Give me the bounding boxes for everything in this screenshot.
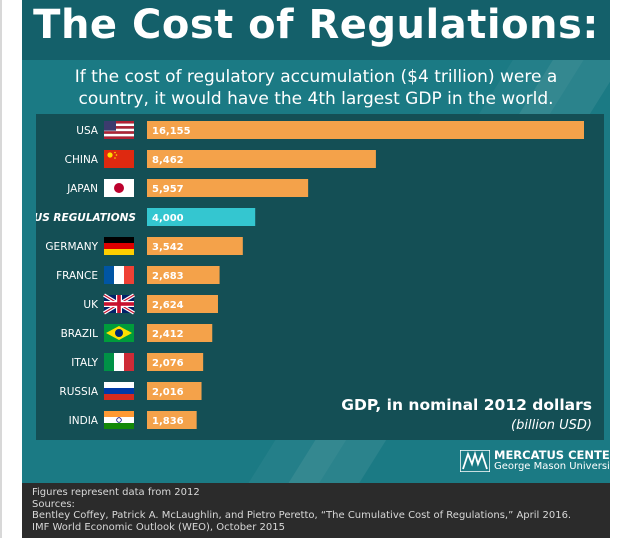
footer-note: Figures represent data from 2012 (32, 487, 200, 498)
flag-part (104, 382, 134, 388)
value-label: 1,836 (152, 416, 184, 427)
bar (147, 121, 584, 139)
value-label: 2,412 (152, 329, 184, 340)
bar (147, 353, 204, 371)
category-label: FRANCE (56, 270, 98, 282)
value-label: 2,016 (152, 387, 184, 398)
flag-part (116, 417, 122, 423)
flag-part (104, 249, 134, 255)
flag-part (104, 423, 134, 429)
category-label: USA (76, 125, 99, 137)
flag-part (104, 126, 134, 129)
mercatus-logo: MERCATUS CENTER George Mason University (460, 448, 610, 476)
category-label: RUSSIA (59, 386, 98, 398)
value-label: 2,683 (152, 271, 184, 282)
flag-part (104, 417, 134, 423)
france-flag-icon (104, 266, 134, 284)
category-label: GERMANY (45, 241, 98, 253)
flag-part (124, 266, 134, 284)
india-flag-icon (104, 411, 134, 429)
flag-part (114, 183, 124, 193)
flag-part (107, 152, 113, 158)
value-label: 4,000 (152, 213, 184, 224)
infographic: The Cost of Regulations: If the cost of … (22, 0, 610, 483)
footer-source: Bentley Coffey, Patrick A. McLaughlin, a… (32, 510, 572, 521)
category-label: CHINA (65, 154, 99, 166)
flag-part (104, 150, 134, 168)
gdp-bar-chart: USA 16,155 CHINA 8,462 JAPAN 5,957 US REGULATI… (36, 121, 584, 429)
flag-part (104, 121, 134, 124)
value-label: 8,462 (152, 155, 184, 166)
flag-part (104, 121, 116, 131)
brazil-flag-icon (104, 324, 134, 342)
bar (147, 237, 243, 255)
value-label: 2,624 (152, 300, 184, 311)
russia-flag-icon (104, 382, 134, 400)
flag-part (104, 411, 134, 417)
title-band (22, 0, 610, 60)
china-flag-icon (104, 150, 134, 168)
usa-flag-icon (104, 121, 134, 139)
category-label: INDIA (69, 415, 99, 427)
flag-part (115, 329, 123, 337)
flag-part (104, 128, 134, 132)
japan-flag-icon (104, 179, 134, 197)
flag-part (115, 154, 118, 156)
value-label: 3,542 (152, 242, 184, 253)
category-label: US REGULATIONS (36, 212, 136, 224)
flag-part (104, 133, 134, 137)
subtitle: If the cost of regulatory accumulation (… (36, 66, 596, 110)
uk-flag-icon (103, 293, 135, 315)
chart-panel: USA 16,155 CHINA 8,462 JAPAN 5,957 US REGULATI… (36, 114, 604, 440)
page-title: The Cost of Regulations: (33, 2, 599, 48)
footer-source: IMF World Economic Outlook (WEO), Octobe… (32, 521, 285, 533)
logo-subtitle: George Mason University (494, 461, 610, 472)
logo-name: MERCATUS CENTER (494, 448, 610, 462)
flag-part (114, 266, 124, 284)
bar (147, 266, 220, 284)
flag-part (104, 266, 114, 284)
subtitle-line: country, it would have the 4th largest G… (78, 89, 554, 109)
flag-part (104, 136, 134, 139)
bar (147, 179, 309, 197)
category-label: UK (83, 299, 99, 311)
category-label: BRAZIL (61, 328, 99, 340)
value-label: 2,076 (152, 358, 184, 369)
flag-part (104, 394, 134, 400)
bar (147, 150, 376, 168)
value-label: 16,155 (152, 126, 191, 137)
footer: Figures represent data from 2012 Sources… (22, 483, 610, 538)
bar (147, 411, 197, 429)
flag-part (104, 131, 134, 134)
flag-part (114, 151, 116, 154)
italy-flag-icon (104, 353, 134, 371)
flag-part (104, 243, 134, 249)
flag-part (104, 388, 134, 394)
flag-part (114, 353, 124, 371)
category-label: JAPAN (66, 183, 98, 195)
flag-part (104, 237, 134, 243)
flag-part (114, 157, 116, 159)
flag-part (104, 123, 134, 127)
chart-unit-label: (billion USD) (511, 418, 592, 433)
value-label: 5,957 (152, 184, 184, 195)
page-edge-line (0, 0, 2, 538)
bar (147, 295, 218, 313)
chart-axis-title: GDP, in nominal 2012 dollars (341, 396, 592, 414)
flag-part (104, 302, 134, 306)
flag-part (124, 353, 134, 371)
highlight-bar (147, 208, 256, 226)
bar (147, 324, 213, 342)
footer-sources-label: Sources: (32, 498, 75, 510)
germany-flag-icon (104, 237, 134, 255)
bar (147, 382, 202, 400)
category-label: ITALY (71, 357, 98, 369)
mercatus-logo-icon (460, 450, 490, 472)
subtitle-line: If the cost of regulatory accumulation (… (74, 67, 558, 87)
flag-part (104, 353, 114, 371)
